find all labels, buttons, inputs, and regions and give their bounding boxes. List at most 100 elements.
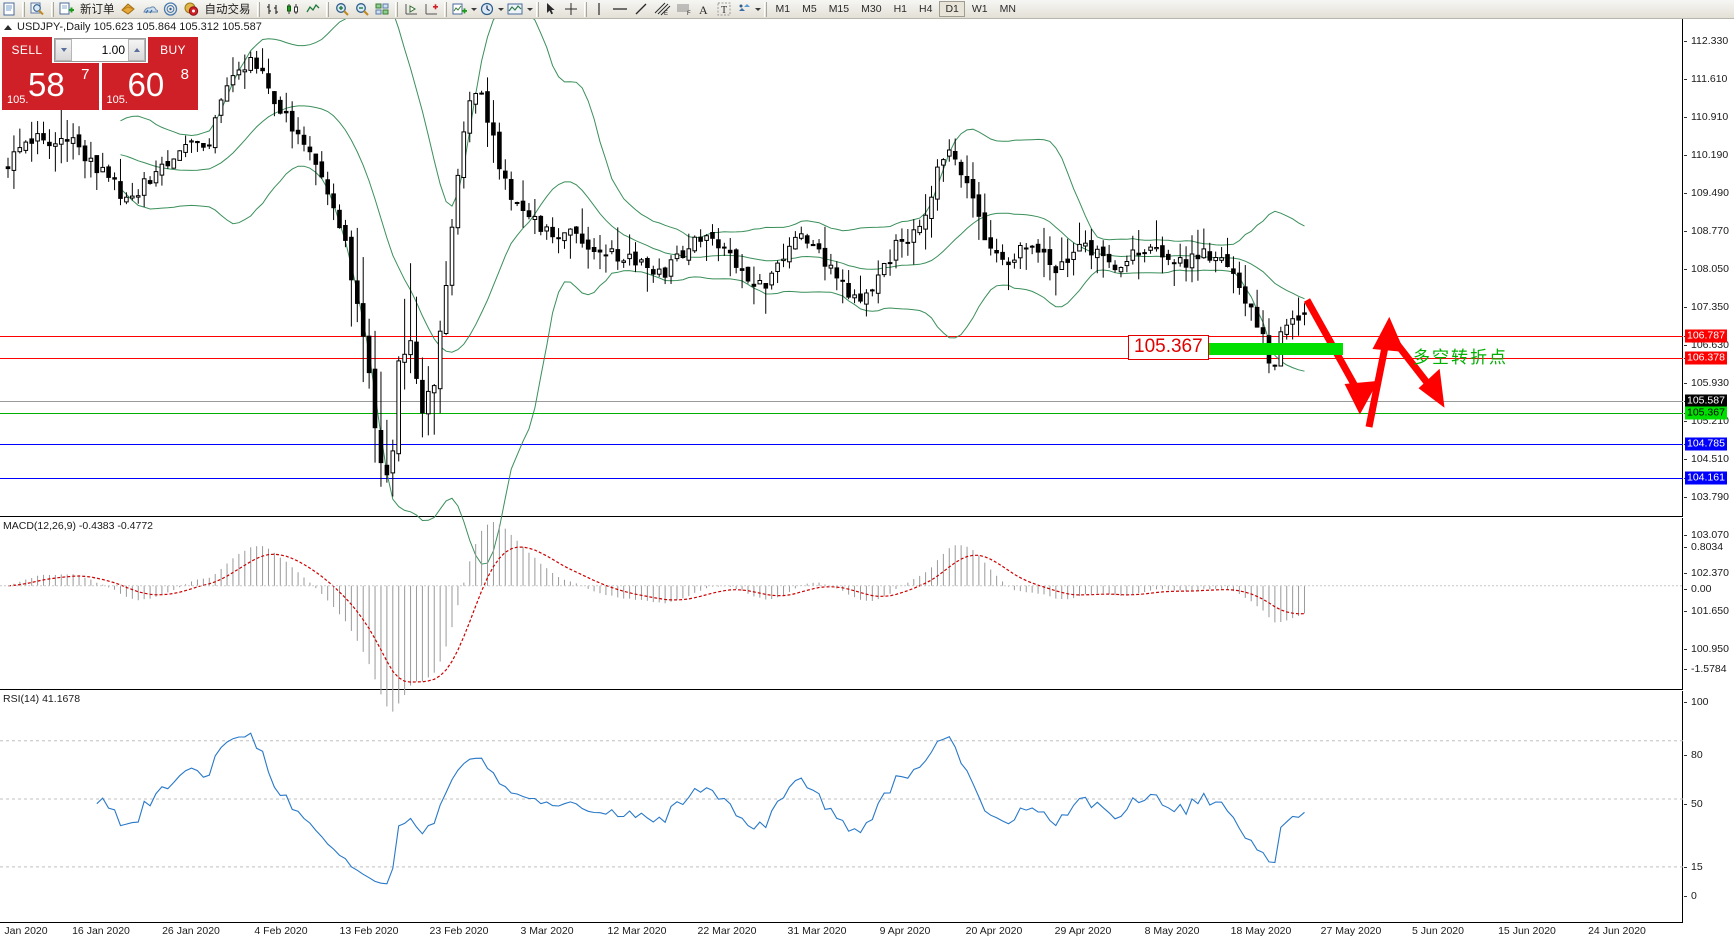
data-window-icon[interactable] — [140, 1, 159, 18]
turning-point-note: 多空转折点 — [1413, 348, 1508, 368]
level-line[interactable] — [0, 336, 1683, 337]
level-line[interactable] — [0, 478, 1683, 479]
period-icon[interactable] — [478, 1, 496, 18]
cursor-icon[interactable] — [543, 1, 560, 18]
level-line[interactable] — [0, 358, 1683, 359]
sell-price-fraction: 7 — [81, 66, 90, 83]
new-order-icon[interactable] — [58, 1, 76, 18]
vertical-line-icon[interactable] — [591, 1, 608, 18]
chevron-down-icon[interactable] — [526, 7, 533, 11]
level-line[interactable] — [0, 444, 1683, 445]
chevron-down-icon[interactable] — [470, 7, 477, 11]
find-symbol-icon[interactable] — [29, 1, 47, 18]
volume-decrease-button[interactable] — [55, 39, 72, 61]
chart-grid-icon[interactable] — [373, 1, 391, 18]
price-tick — [1684, 231, 1687, 232]
chart-canvas[interactable]: USDJPY-,Daily 105.623 105.864 105.312 10… — [0, 19, 1734, 940]
price-tick — [1684, 459, 1687, 460]
sell-quote[interactable]: 105. 58 7 — [2, 63, 99, 110]
chevron-down-icon[interactable] — [497, 7, 504, 11]
sell-button[interactable]: SELL — [2, 37, 52, 63]
autotrading-label[interactable]: 自动交易 — [204, 4, 251, 16]
price-axis-label: 102.370 — [1691, 567, 1729, 579]
chart-symbol-period-ohlc: USDJPY-,Daily 105.623 105.864 105.312 10… — [17, 21, 262, 33]
price-tick — [1684, 155, 1687, 156]
one-click-trading-panel[interactable]: SELL 1.00 BUY 105. 58 7 105. 60 8 — [2, 37, 198, 110]
templates-icon[interactable] — [505, 1, 525, 18]
text-label-icon[interactable]: T — [715, 1, 733, 18]
text-icon[interactable]: A — [696, 1, 713, 18]
level-line[interactable] — [0, 413, 1683, 414]
timeframe-m5[interactable]: M5 — [802, 3, 817, 15]
timeframe-h1[interactable]: H1 — [893, 3, 907, 15]
shapes-icon[interactable] — [735, 1, 753, 18]
indicators-icon[interactable] — [451, 1, 469, 18]
zoom-in-icon[interactable] — [333, 1, 351, 18]
volume-stepper[interactable]: 1.00 — [54, 38, 146, 62]
price-tick — [1684, 896, 1687, 897]
chart-plot[interactable] — [0, 19, 1683, 923]
date-axis-label: Jan 2020 — [4, 925, 48, 937]
buy-price-main: 60 — [127, 66, 165, 103]
support-zone-marker — [1196, 343, 1343, 355]
buy-button[interactable]: BUY — [148, 37, 198, 63]
toolbar-grip — [51, 1, 54, 17]
buy-quote[interactable]: 105. 60 8 — [101, 63, 198, 110]
volume-increase-button[interactable] — [128, 39, 145, 61]
price-axis-label: 80 — [1691, 749, 1703, 761]
fibonacci-icon[interactable]: F — [674, 1, 694, 18]
price-callout-label: 105.367 — [1128, 335, 1209, 360]
timeframe-m30[interactable]: M30 — [861, 3, 882, 15]
chevron-down-icon[interactable] — [754, 7, 761, 11]
price-tick — [1684, 269, 1687, 270]
price-tick — [1684, 702, 1687, 703]
timeframe-w1[interactable]: W1 — [971, 3, 988, 15]
bar-chart-icon[interactable] — [264, 1, 282, 18]
date-axis-label: 8 May 2020 — [1144, 925, 1200, 937]
equidistant-channel-icon[interactable]: E — [652, 1, 672, 18]
rsi-indicator-label: RSI(14) 41.1678 — [3, 693, 81, 705]
price-level-label: 106.378 — [1685, 351, 1727, 365]
price-axis-label: 101.650 — [1691, 605, 1729, 617]
date-axis-label: 23 Feb 2020 — [429, 925, 489, 937]
timeframe-h4[interactable]: H4 — [919, 3, 933, 15]
buy-price-prefix: 105. — [106, 94, 128, 106]
price-tick — [1684, 79, 1687, 80]
price-tick — [1684, 345, 1687, 346]
price-tick — [1684, 755, 1687, 756]
candlestick-chart-icon[interactable] — [284, 1, 302, 18]
chart-shift-icon[interactable] — [402, 1, 420, 18]
svg-text:E: E — [664, 11, 668, 16]
timeframe-mn[interactable]: MN — [999, 3, 1016, 15]
crosshair-icon[interactable] — [562, 1, 580, 18]
rsi-pane[interactable] — [0, 691, 1683, 923]
level-line[interactable] — [0, 401, 1683, 402]
price-pane[interactable] — [0, 19, 1683, 517]
new-chart-icon[interactable] — [1, 1, 18, 18]
date-axis-label: 20 Apr 2020 — [965, 925, 1023, 937]
trendline-icon[interactable] — [632, 1, 650, 18]
svg-text:A: A — [699, 3, 708, 16]
navigator-icon[interactable] — [161, 1, 180, 18]
timeframe-d1[interactable]: D1 — [939, 1, 965, 17]
date-axis[interactable]: Jan 2020 16 Jan 2020 26 Jan 2020 4 Feb 2020… — [0, 924, 1683, 940]
metaeditor-icon[interactable] — [119, 1, 138, 18]
buy-price-fraction: 8 — [180, 66, 189, 83]
volume-value[interactable]: 1.00 — [101, 43, 125, 57]
timeframe-m1[interactable]: M1 — [775, 3, 791, 15]
autotrading-icon[interactable] — [182, 1, 201, 18]
price-axis-label: 50 — [1691, 798, 1703, 810]
price-level-label: 105.367 — [1685, 406, 1727, 420]
price-axis-label: 104.510 — [1691, 453, 1729, 465]
new-order-label[interactable]: 新订单 — [80, 4, 115, 16]
price-axis[interactable]: 112.330 111.610 110.910 110.190 109.490 108.7… — [1684, 19, 1734, 923]
price-axis-label: 105.930 — [1691, 377, 1729, 389]
zoom-out-icon[interactable] — [353, 1, 371, 18]
timeframe-m15[interactable]: M15 — [828, 3, 850, 15]
macd-pane[interactable] — [0, 518, 1683, 690]
auto-scroll-icon[interactable] — [422, 1, 440, 18]
svg-text:F: F — [687, 11, 691, 16]
line-chart-icon[interactable] — [304, 1, 322, 18]
collapse-triangle-icon[interactable] — [4, 24, 12, 30]
horizontal-line-icon[interactable] — [610, 1, 630, 18]
